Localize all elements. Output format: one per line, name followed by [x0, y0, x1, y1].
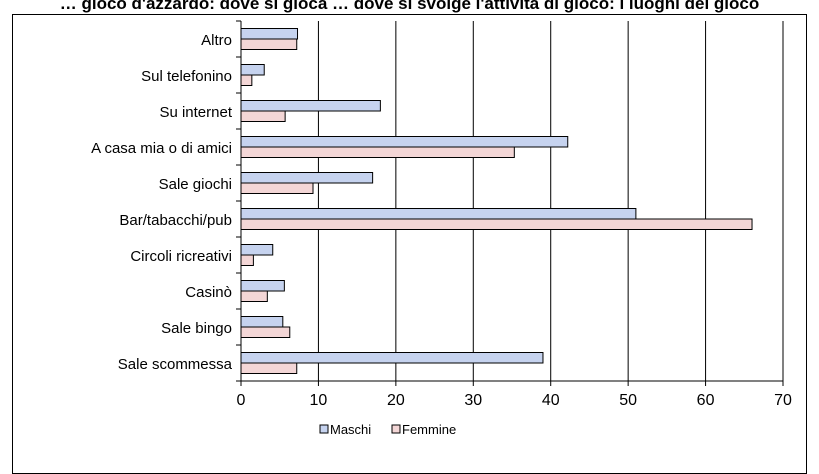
- bar-maschi-1: [240, 316, 284, 328]
- bar-maschi-9: [240, 28, 299, 40]
- bar-maschi-7: [240, 100, 381, 112]
- category-label: Sale giochi: [159, 176, 232, 193]
- x-tick-label: 60: [697, 392, 715, 409]
- x-tick-label: 0: [237, 392, 246, 409]
- bar-maschi-3: [240, 244, 274, 256]
- bar-femmine-0: [240, 362, 298, 374]
- chart-title: … gioco d'azzardo: dove si gioca … dove …: [59, 0, 760, 13]
- legend-swatch-maschi: [319, 424, 329, 434]
- bar-femmine-9: [240, 38, 298, 50]
- bar-maschi-5: [240, 172, 374, 184]
- x-tick-label: 40: [542, 392, 560, 409]
- bar-maschi-6: [240, 136, 569, 148]
- category-label: Su internet: [159, 104, 232, 121]
- bar-femmine-7: [240, 110, 286, 122]
- bar-femmine-3: [240, 254, 254, 266]
- bar-femmine-6: [240, 146, 515, 158]
- bar-femmine-2: [240, 290, 268, 302]
- legend-swatch-femmine: [391, 424, 401, 434]
- bar-chart: Sale scommessa Sale bingo Casinò Circoli ri…: [91, 20, 792, 437]
- category-label: Sale bingo: [161, 320, 232, 337]
- bar-maschi-2: [240, 280, 285, 292]
- bar-femmine-1: [240, 326, 291, 338]
- category-label: A casa mia o di amici: [91, 140, 232, 157]
- bar-maschi-0: [240, 352, 544, 364]
- x-tick-label: 30: [464, 392, 482, 409]
- bar-femmine-8: [240, 74, 253, 86]
- bar-maschi-4: [240, 208, 637, 220]
- x-tick-label: 20: [387, 392, 405, 409]
- category-label: Altro: [201, 32, 232, 49]
- legend-label-maschi: Maschi: [330, 422, 371, 437]
- x-tick-label: 10: [310, 392, 328, 409]
- bar-maschi-8: [240, 64, 265, 76]
- category-label: Bar/tabacchi/pub: [119, 212, 232, 229]
- category-label: Sul telefonino: [141, 68, 232, 85]
- bar-femmine-5: [240, 182, 314, 194]
- category-label: Circoli ricreativi: [130, 248, 232, 265]
- category-label: Sale scommessa: [118, 356, 233, 373]
- x-tick-label: 50: [619, 392, 637, 409]
- category-label: Casinò: [185, 284, 232, 301]
- x-tick-label: 70: [774, 392, 792, 409]
- bar-femmine-4: [240, 218, 753, 230]
- legend-label-femmine: Femmine: [402, 422, 456, 437]
